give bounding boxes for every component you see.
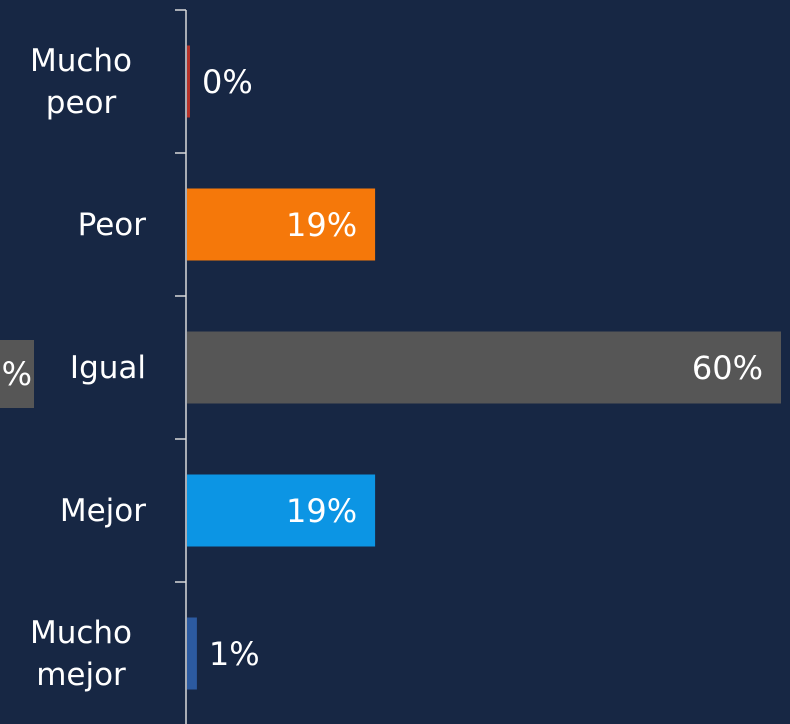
category-label: Igual: [69, 349, 146, 386]
value-label: 19%: [285, 491, 358, 530]
category-label: Mejor: [59, 492, 146, 529]
value-label: 1%: [208, 634, 260, 673]
value-label: 60%: [691, 348, 763, 387]
value-label: 0%: [202, 62, 253, 101]
bar: [187, 45, 190, 118]
bar: [187, 617, 197, 690]
bar: [187, 188, 376, 261]
category-label: Peor: [77, 206, 146, 243]
bar: [187, 474, 376, 547]
category-label: Mucho peor: [29, 42, 133, 121]
clipped-label: %: [0, 340, 34, 408]
category-label: Mucho mejor: [29, 614, 133, 693]
value-label: 19%: [285, 205, 358, 244]
bar: [187, 331, 781, 404]
